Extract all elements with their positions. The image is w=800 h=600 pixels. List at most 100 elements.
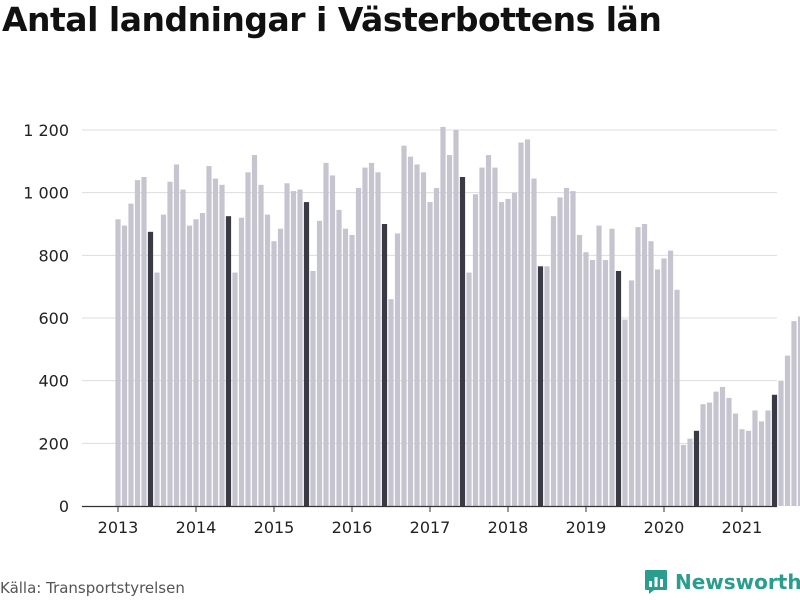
bar: [264, 214, 271, 506]
bar: [238, 217, 245, 507]
bar: [661, 258, 667, 506]
bar: [212, 178, 219, 506]
newsworthy-logo-icon: [645, 570, 667, 594]
bar: [134, 180, 141, 506]
bar: [277, 228, 284, 506]
bar: [427, 202, 433, 506]
bar: [433, 187, 440, 506]
bar: [739, 429, 745, 506]
bar: [225, 216, 232, 507]
bar: [290, 191, 297, 506]
bar: [401, 145, 407, 507]
bar: [193, 219, 199, 507]
bar: [498, 202, 505, 506]
x-tick-label: 2015: [254, 518, 295, 537]
bar: [349, 234, 355, 506]
bar: [758, 421, 765, 506]
bar: [511, 192, 518, 507]
bar: [531, 178, 537, 506]
bar: [310, 271, 316, 506]
bar: [336, 209, 342, 506]
y-tick-label: 600: [38, 309, 69, 328]
bar: [719, 386, 726, 506]
bar: [570, 191, 576, 506]
bar: [173, 164, 180, 506]
bar: [154, 272, 160, 506]
bar: [583, 252, 589, 506]
bar: [544, 266, 550, 506]
bar: [388, 299, 394, 506]
x-tick-label: 2021: [722, 518, 763, 537]
x-tick-label: 2017: [410, 518, 451, 537]
bar: [121, 225, 128, 506]
x-tick-label: 2016: [332, 518, 373, 537]
bar: [479, 167, 485, 506]
bar: [791, 321, 797, 506]
bar: [342, 228, 349, 506]
bar: [771, 394, 778, 506]
bar: [440, 126, 446, 507]
bar: [141, 177, 147, 506]
x-tick-label: 2013: [98, 518, 139, 537]
bar: [693, 430, 700, 506]
bar: [219, 184, 225, 506]
x-tick-label: 2019: [566, 518, 607, 537]
y-tick-label: 400: [38, 372, 69, 391]
bar: [687, 438, 693, 506]
bar: [128, 203, 134, 506]
bar: [713, 391, 719, 506]
bar: [680, 444, 687, 506]
bar: [316, 220, 323, 506]
bar: [700, 404, 706, 506]
bar: [667, 250, 674, 506]
bar: [674, 289, 680, 506]
y-tick-label: 1 200: [23, 121, 69, 140]
bar: [446, 155, 453, 506]
bar: [797, 316, 800, 506]
bar: [167, 181, 173, 506]
bar: [726, 397, 732, 506]
bar: [765, 410, 771, 506]
brand-name: Newsworthy: [675, 570, 800, 594]
chart-title: Antal landningar i Västerbottens län: [2, 0, 662, 39]
bar: [596, 225, 602, 506]
bar: [505, 198, 511, 506]
bar: [199, 213, 206, 506]
source-note: Källa: Transportstyrelsen: [0, 579, 185, 597]
bar: [147, 231, 154, 506]
bar: [453, 130, 459, 506]
bar: [518, 142, 524, 506]
bar: [752, 410, 758, 506]
y-tick-label: 1 000: [23, 184, 69, 203]
bar: [648, 241, 654, 507]
bar: [615, 271, 622, 506]
bar: [563, 187, 570, 506]
bar: [472, 194, 479, 507]
bar: [407, 156, 414, 506]
bar: [180, 189, 186, 506]
bar: [635, 227, 641, 506]
bar: [492, 167, 498, 506]
bar: [628, 280, 635, 506]
bar: [362, 167, 368, 506]
bar: [329, 175, 336, 506]
bar: [602, 260, 609, 506]
bar: [459, 177, 466, 506]
bars: [115, 126, 800, 507]
bar: [466, 272, 472, 506]
y-tick-label: 800: [38, 246, 69, 265]
bar: [641, 224, 648, 506]
bar: [414, 164, 420, 506]
x-tick-label: 2020: [644, 518, 685, 537]
bar: [271, 241, 277, 507]
bar: [355, 187, 362, 506]
bar: [303, 202, 310, 506]
bar: [323, 162, 329, 506]
bar: [778, 380, 784, 506]
bar: [524, 139, 531, 506]
bar: [394, 233, 401, 506]
bar: [297, 189, 303, 506]
bar: [160, 214, 167, 506]
bar: [206, 166, 212, 506]
y-tick-label: 200: [38, 434, 69, 453]
